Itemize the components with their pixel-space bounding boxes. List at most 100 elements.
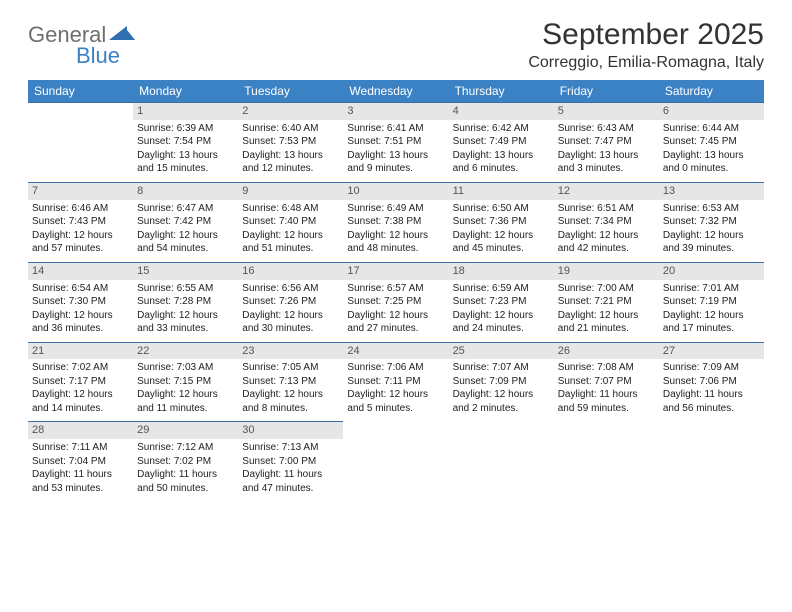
day-number: 13	[659, 183, 764, 200]
sunset-line: Sunset: 7:21 PM	[558, 295, 655, 309]
daylight-line: Daylight: 12 hours and 30 minutes.	[242, 309, 339, 336]
daylight-line: Daylight: 12 hours and 14 minutes.	[32, 388, 129, 415]
sunset-line: Sunset: 7:00 PM	[242, 455, 339, 469]
sunrise-line: Sunrise: 6:54 AM	[32, 282, 129, 296]
sunset-line: Sunset: 7:02 PM	[137, 455, 234, 469]
logo-text-block: General Blue	[28, 24, 135, 67]
daylight-line: Daylight: 12 hours and 42 minutes.	[558, 229, 655, 256]
sunrise-line: Sunrise: 7:01 AM	[663, 282, 760, 296]
sunrise-line: Sunrise: 7:07 AM	[453, 361, 550, 375]
day-number: 14	[28, 263, 133, 280]
calendar: SundayMondayTuesdayWednesdayThursdayFrid…	[28, 80, 764, 501]
daylight-line: Daylight: 12 hours and 2 minutes.	[453, 388, 550, 415]
sunrise-line: Sunrise: 6:39 AM	[137, 122, 234, 136]
sunrise-line: Sunrise: 6:59 AM	[453, 282, 550, 296]
sunrise-line: Sunrise: 6:44 AM	[663, 122, 760, 136]
day-cell: 9Sunrise: 6:48 AMSunset: 7:40 PMDaylight…	[238, 182, 343, 262]
sunset-line: Sunset: 7:32 PM	[663, 215, 760, 229]
day-cell: 28Sunrise: 7:11 AMSunset: 7:04 PMDayligh…	[28, 421, 133, 501]
logo-triangle-icon	[109, 24, 135, 42]
sunrise-line: Sunrise: 6:47 AM	[137, 202, 234, 216]
sunset-line: Sunset: 7:19 PM	[663, 295, 760, 309]
sunset-line: Sunset: 7:54 PM	[137, 135, 234, 149]
day-number: 5	[554, 103, 659, 120]
weekday-header: Thursday	[449, 80, 554, 102]
day-cell: 21Sunrise: 7:02 AMSunset: 7:17 PMDayligh…	[28, 342, 133, 422]
calendar-body: 1 Sunrise: 6:39 AMSunset: 7:54 PM Daylight…	[28, 102, 764, 501]
daylight-line: Daylight: 12 hours and 11 minutes.	[137, 388, 234, 415]
day-cell: 24Sunrise: 7:06 AMSunset: 7:11 PMDayligh…	[343, 342, 448, 422]
weekday-header: Monday	[133, 80, 238, 102]
sunset-line: Sunset: 7:11 PM	[347, 375, 444, 389]
daylight-line: Daylight: 12 hours and 24 minutes.	[453, 309, 550, 336]
sunset-line: Sunset: 7:36 PM	[453, 215, 550, 229]
header: General Blue September 2025 Correggio, E…	[28, 18, 764, 72]
sunrise-line: Sunrise: 7:02 AM	[32, 361, 129, 375]
daylight-line: Daylight: 12 hours and 27 minutes.	[347, 309, 444, 336]
day-cell: 5 Sunrise: 6:43 AMSunset: 7:47 PMDaylight…	[554, 102, 659, 182]
sunset-line: Sunset: 7:53 PM	[242, 135, 339, 149]
sunset-line: Sunset: 7:13 PM	[242, 375, 339, 389]
day-number: 20	[659, 263, 764, 280]
day-number: 1	[133, 103, 238, 120]
weekday-header: Friday	[554, 80, 659, 102]
daylight-line: Daylight: 12 hours and 39 minutes.	[663, 229, 760, 256]
day-number: 7	[28, 183, 133, 200]
day-number: 19	[554, 263, 659, 280]
day-number: 23	[238, 343, 343, 360]
sunset-line: Sunset: 7:09 PM	[453, 375, 550, 389]
day-number: 29	[133, 422, 238, 439]
daylight-line: Daylight: 11 hours and 50 minutes.	[137, 468, 234, 495]
sunset-line: Sunset: 7:47 PM	[558, 135, 655, 149]
day-number: 22	[133, 343, 238, 360]
day-number: 28	[28, 422, 133, 439]
day-cell: 29 Sunrise: 7:12 AMSunset: 7:02 PMDayligh…	[133, 421, 238, 501]
calendar-page: General Blue September 2025 Correggio, E…	[0, 0, 792, 519]
day-number: 10	[343, 183, 448, 200]
day-cell: 13 Sunrise: 6:53 AMSunset: 7:32 PMDayligh…	[659, 182, 764, 262]
sunrise-line: Sunrise: 6:40 AM	[242, 122, 339, 136]
daylight-line: Daylight: 11 hours and 59 minutes.	[558, 388, 655, 415]
daylight-line: Daylight: 12 hours and 8 minutes.	[242, 388, 339, 415]
day-number: 27	[659, 343, 764, 360]
day-number: 15	[133, 263, 238, 280]
sunset-line: Sunset: 7:28 PM	[137, 295, 234, 309]
day-cell: 27Sunrise: 7:09 AMSunset: 7:06 PMDayligh…	[659, 342, 764, 422]
daylight-line: Daylight: 12 hours and 36 minutes.	[32, 309, 129, 336]
sunrise-line: Sunrise: 6:41 AM	[347, 122, 444, 136]
day-number: 4	[449, 103, 554, 120]
sunrise-line: Sunrise: 7:03 AM	[137, 361, 234, 375]
day-cell: 1Sunrise: 6:39 AMSunset: 7:54 PMDaylight…	[133, 102, 238, 182]
daylight-line: Daylight: 12 hours and 48 minutes.	[347, 229, 444, 256]
sunrise-line: Sunrise: 7:12 AM	[137, 441, 234, 455]
logo: General Blue	[28, 18, 135, 67]
sunrise-line: Sunrise: 6:43 AM	[558, 122, 655, 136]
calendar-header-row: SundayMondayTuesdayWednesdayThursdayFrid…	[28, 80, 764, 102]
daylight-line: Daylight: 12 hours and 5 minutes.	[347, 388, 444, 415]
sunset-line: Sunset: 7:07 PM	[558, 375, 655, 389]
sunrise-line: Sunrise: 6:53 AM	[663, 202, 760, 216]
day-cell: 3Sunrise: 6:41 AMSunset: 7:51 PMDaylight…	[343, 102, 448, 182]
sunset-line: Sunset: 7:17 PM	[32, 375, 129, 389]
sunset-line: Sunset: 7:26 PM	[242, 295, 339, 309]
daylight-line: Daylight: 12 hours and 45 minutes.	[453, 229, 550, 256]
day-number: 17	[343, 263, 448, 280]
sunset-line: Sunset: 7:40 PM	[242, 215, 339, 229]
sunset-line: Sunset: 7:38 PM	[347, 215, 444, 229]
daylight-line: Daylight: 13 hours and 3 minutes.	[558, 149, 655, 176]
day-cell: 6Sunrise: 6:44 AMSunset: 7:45 PMDaylight…	[659, 102, 764, 182]
sunrise-line: Sunrise: 7:13 AM	[242, 441, 339, 455]
day-cell: 11Sunrise: 6:50 AMSunset: 7:36 PMDayligh…	[449, 182, 554, 262]
sunset-line: Sunset: 7:42 PM	[137, 215, 234, 229]
title-block: September 2025 Correggio, Emilia-Romagna…	[528, 18, 764, 72]
day-number: 25	[449, 343, 554, 360]
day-cell: 10Sunrise: 6:49 AMSunset: 7:38 PMDayligh…	[343, 182, 448, 262]
daylight-line: Daylight: 13 hours and 9 minutes.	[347, 149, 444, 176]
day-cell: 20Sunrise: 7:01 AMSunset: 7:19 PMDayligh…	[659, 262, 764, 342]
day-number: 11	[449, 183, 554, 200]
day-number: 8	[133, 183, 238, 200]
month-title: September 2025	[528, 18, 764, 52]
weekday-header: Sunday	[28, 80, 133, 102]
daylight-line: Daylight: 13 hours and 6 minutes.	[453, 149, 550, 176]
sunrise-line: Sunrise: 7:11 AM	[32, 441, 129, 455]
